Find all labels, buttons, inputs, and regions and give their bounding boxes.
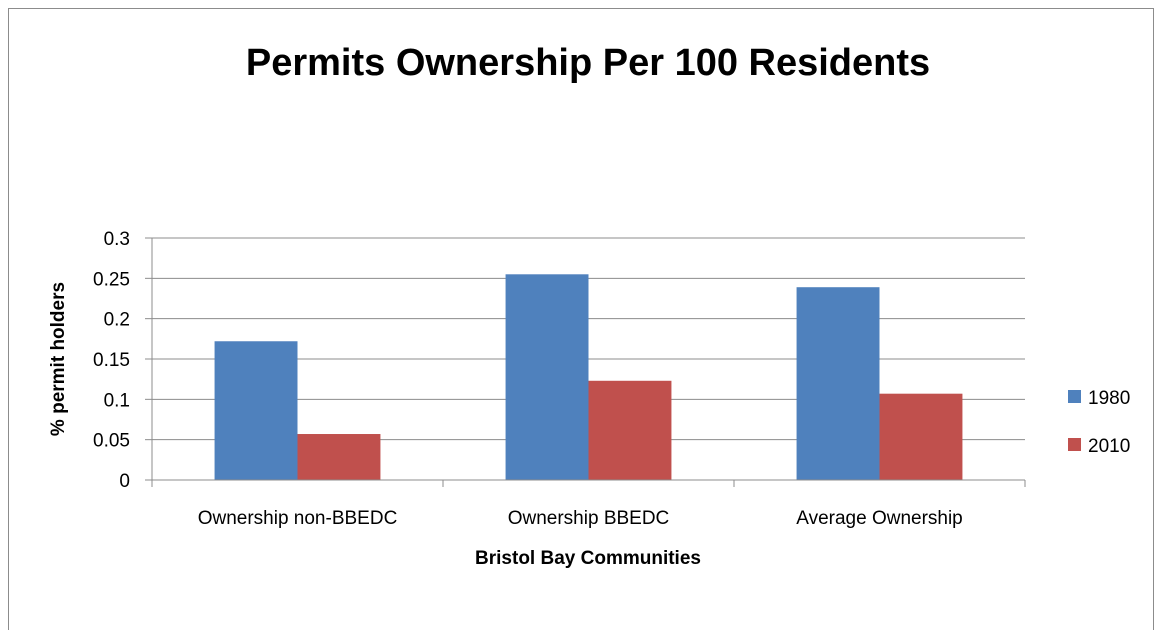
- y-tick-labels: 0 0.05 0.1 0.15 0.2 0.25 0.3: [93, 229, 130, 492]
- legend-label-1980: 1980: [1088, 388, 1130, 409]
- y-tick-label: 0.25: [93, 269, 130, 290]
- bars: [214, 274, 963, 480]
- legend-swatch-1980: [1068, 390, 1081, 403]
- x-axis-title: Bristol Bay Communities: [475, 548, 701, 569]
- x-tick-label: Ownership BBEDC: [508, 508, 670, 529]
- y-tick-label: 0.05: [93, 431, 130, 452]
- legend: 1980 2010: [1068, 388, 1130, 457]
- y-axis-title: % permit holders: [48, 282, 69, 436]
- bar-1980: [214, 341, 298, 480]
- x-tick-label: Average Ownership: [796, 508, 963, 529]
- y-tick-label: 0.15: [93, 350, 130, 371]
- y-tick-label: 0.2: [104, 310, 130, 331]
- bar-2010: [588, 380, 672, 480]
- bar-2010: [297, 434, 381, 480]
- legend-swatch-2010: [1068, 438, 1081, 451]
- bar-2010: [879, 393, 963, 480]
- y-tick-label: 0.1: [104, 390, 130, 411]
- bar-1980: [505, 274, 589, 480]
- y-tick-label: 0.3: [104, 229, 130, 250]
- x-tick-labels: Ownership non-BBEDC Ownership BBEDC Averag…: [198, 508, 963, 529]
- legend-label-2010: 2010: [1088, 436, 1130, 457]
- bar-1980: [796, 287, 880, 480]
- axes: [151, 238, 1026, 487]
- x-tick-label: Ownership non-BBEDC: [198, 508, 398, 529]
- y-tick-label: 0: [119, 471, 130, 492]
- chart-title: Permits Ownership Per 100 Residents: [246, 42, 930, 84]
